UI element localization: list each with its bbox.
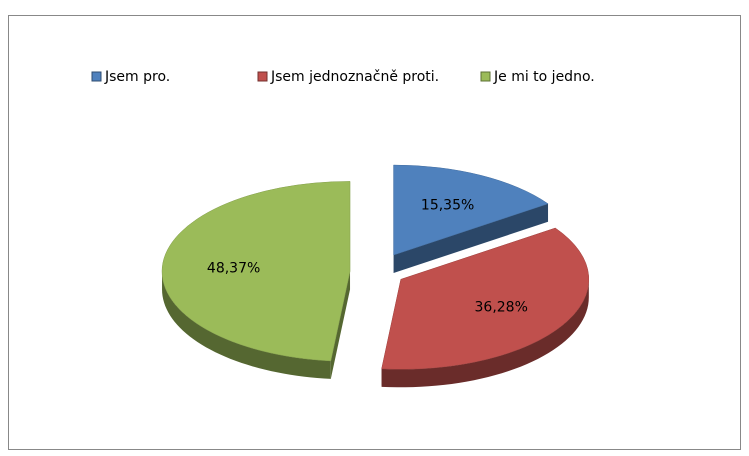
legend-swatch	[480, 71, 491, 82]
slice-side	[393, 203, 549, 274]
legend-swatch	[257, 71, 268, 82]
legend-label: Jsem jednoznačně proti.	[270, 69, 439, 85]
slice-wall	[162, 271, 331, 379]
slice	[393, 164, 549, 256]
chart-frame	[8, 15, 741, 450]
slice	[381, 227, 590, 370]
legend-label: Je mi to jedno.	[493, 69, 595, 85]
slice	[161, 181, 351, 362]
slice-side	[330, 271, 351, 379]
slice-wall	[381, 279, 589, 388]
data-label: 15,35%	[421, 198, 474, 214]
legend-swatch	[91, 71, 102, 82]
legend-label: Jsem pro.	[104, 69, 170, 85]
data-label: 36,28%	[475, 300, 528, 316]
data-label: 48,37%	[207, 261, 260, 277]
